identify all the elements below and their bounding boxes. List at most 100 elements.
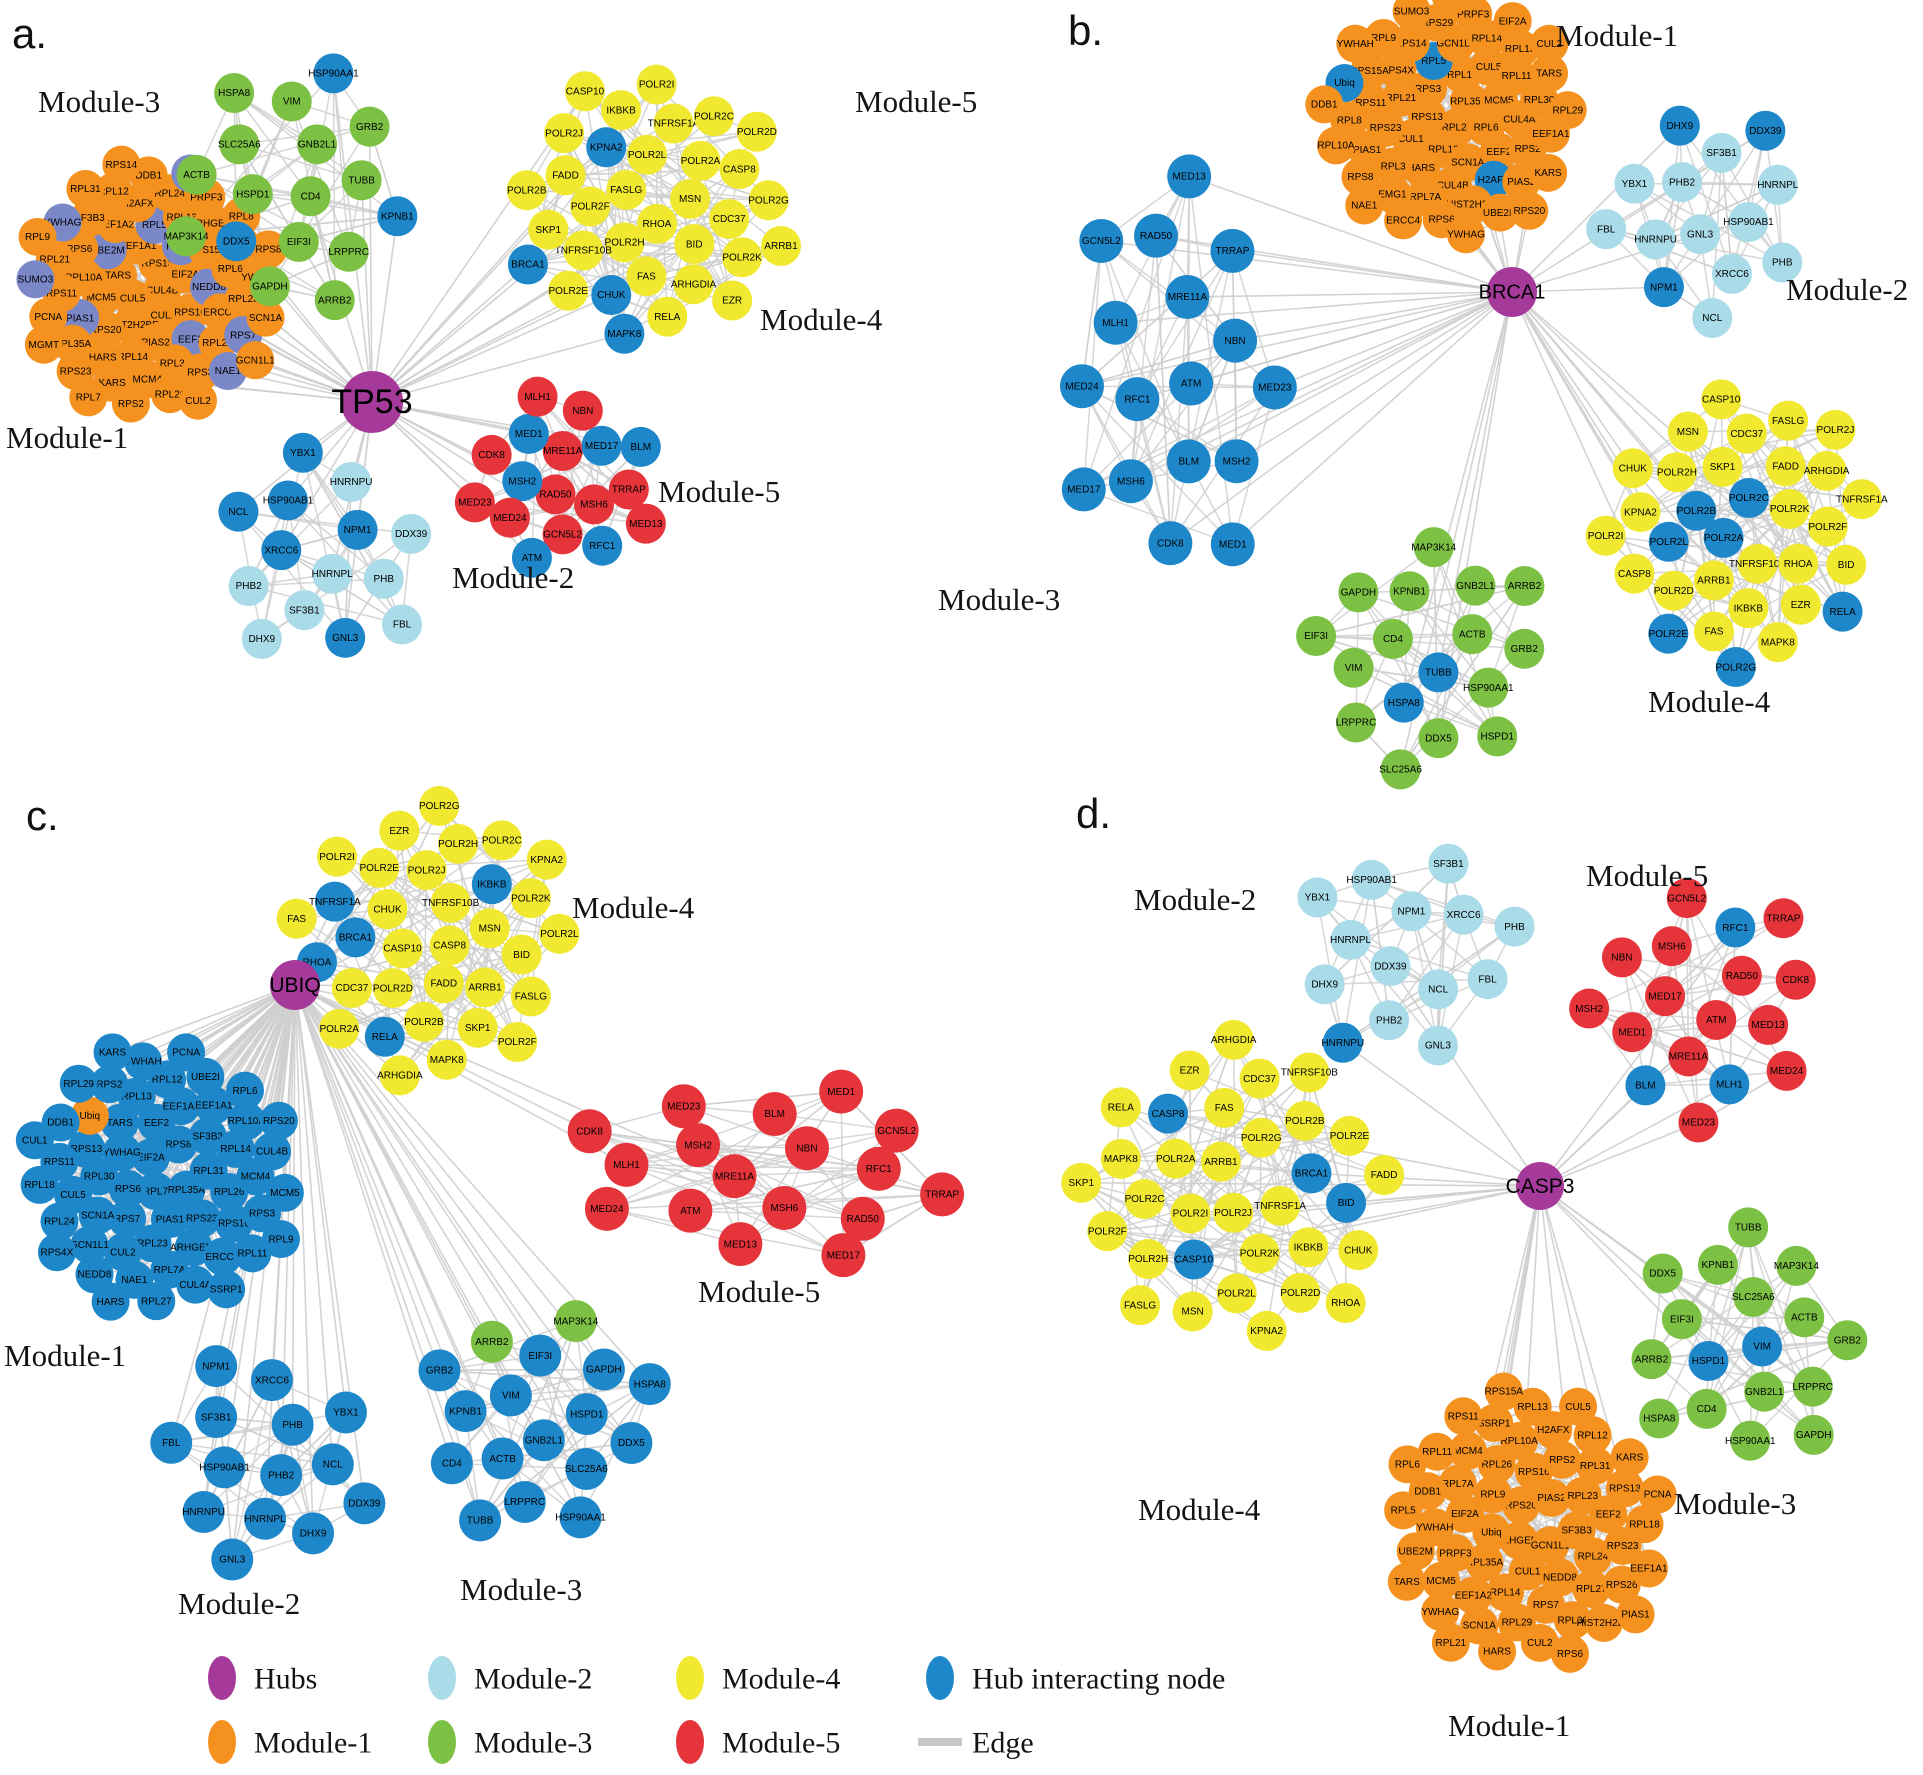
node-KPNB1[interactable]: KPNB1	[444, 1390, 487, 1433]
node-HARS[interactable]: HARS	[1478, 1632, 1517, 1671]
node-POLR2D[interactable]: POLR2D	[373, 968, 413, 1009]
node-POLR2C[interactable]: POLR2C	[1125, 1178, 1165, 1219]
node-IKBKB[interactable]: IKBKB	[471, 864, 512, 905]
node-FADD[interactable]: FADD	[545, 155, 586, 196]
node-BRCA1[interactable]: BRCA1	[507, 244, 548, 285]
node-DDX39[interactable]: DDX39	[1745, 110, 1786, 151]
node-CUL1[interactable]: CUL1	[15, 1121, 54, 1160]
node-ARRB2[interactable]: ARRB2	[1504, 566, 1545, 607]
node-RAD50[interactable]: RAD50	[1133, 213, 1178, 258]
node-RPS20[interactable]: RPS20	[1510, 191, 1549, 230]
node-IKBKB[interactable]: IKBKB	[601, 90, 642, 131]
node-NCL[interactable]: NCL	[1692, 298, 1733, 339]
node-CD4[interactable]: CD4	[290, 176, 331, 217]
node-MED23[interactable]: MED23	[454, 482, 495, 523]
node-MSN[interactable]: MSN	[1667, 411, 1708, 452]
node-CUL2[interactable]: CUL2	[179, 381, 218, 420]
node-POLR2C[interactable]: POLR2C	[482, 820, 522, 861]
node-BID[interactable]: BID	[501, 934, 542, 975]
node-EEF1A1[interactable]: EEF1A1	[1629, 1549, 1668, 1588]
node-MCM5[interactable]: MCM5	[265, 1173, 304, 1212]
node-TRRAP[interactable]: TRRAP	[608, 469, 649, 510]
node-ACTB[interactable]: ACTB	[481, 1437, 524, 1480]
node-POLR2D[interactable]: POLR2D	[1280, 1272, 1320, 1313]
node-GNB2L1[interactable]: GNB2L1	[522, 1419, 565, 1462]
node-BLM[interactable]: BLM	[752, 1092, 797, 1137]
node-POLR2B[interactable]: POLR2B	[1676, 490, 1716, 531]
node-YBX1[interactable]: YBX1	[1614, 163, 1655, 204]
node-FBL[interactable]: FBL	[382, 604, 423, 645]
node-KPNB1[interactable]: KPNB1	[1697, 1244, 1738, 1285]
node-NCL[interactable]: NCL	[1418, 969, 1459, 1010]
node-IKBKB[interactable]: IKBKB	[1728, 588, 1769, 629]
node-POLR2L[interactable]: POLR2L	[627, 134, 668, 175]
node-VIM[interactable]: VIM	[1742, 1326, 1783, 1367]
node-MSN[interactable]: MSN	[469, 908, 510, 949]
node-KPNA2[interactable]: KPNA2	[1246, 1310, 1287, 1351]
node-NBN[interactable]: NBN	[1213, 318, 1258, 363]
node-BID[interactable]: BID	[674, 224, 715, 265]
node-HSPD1[interactable]: HSPD1	[1477, 716, 1518, 757]
node-FASLG[interactable]: FASLG	[510, 976, 551, 1017]
node-CHUK[interactable]: CHUK	[367, 889, 408, 930]
node-SF3B1[interactable]: SF3B1	[1701, 132, 1742, 173]
node-SF3B1[interactable]: SF3B1	[195, 1396, 238, 1439]
node-GNL3[interactable]: GNL3	[1417, 1025, 1458, 1066]
node-CDK8[interactable]: CDK8	[1148, 521, 1193, 566]
node-CHUK[interactable]: CHUK	[1612, 448, 1653, 489]
node-SKP1[interactable]: SKP1	[1061, 1162, 1102, 1203]
node-POLR2C[interactable]: POLR2C	[694, 96, 734, 137]
node-POLR2D[interactable]: POLR2D	[737, 111, 777, 152]
node-GCN5L2[interactable]: GCN5L2	[874, 1108, 919, 1153]
node-BID[interactable]: BID	[1326, 1182, 1367, 1223]
node-CD4[interactable]: CD4	[1372, 618, 1413, 659]
node-DDB1[interactable]: DDB1	[1305, 85, 1344, 124]
node-POLR2H[interactable]: POLR2H	[1657, 452, 1697, 493]
node-CASP10[interactable]: CASP10	[382, 928, 423, 969]
node-EZR[interactable]: EZR	[1780, 584, 1821, 625]
node-RFC1[interactable]: RFC1	[582, 525, 623, 566]
node-EIF3I[interactable]: EIF3I	[1661, 1299, 1702, 1340]
node-RPL9[interactable]: RPL9	[18, 217, 57, 256]
node-POLR2F[interactable]: POLR2F	[1087, 1211, 1128, 1252]
node-TRRAP[interactable]: TRRAP	[1210, 228, 1255, 273]
node-CASP10[interactable]: CASP10	[1701, 379, 1742, 420]
node-POLR2D[interactable]: POLR2D	[1654, 570, 1694, 611]
node-POLR2L[interactable]: POLR2L	[1648, 521, 1689, 562]
node-MED23[interactable]: MED23	[661, 1084, 706, 1129]
node-HSPD1[interactable]: HSPD1	[232, 174, 273, 215]
node-TUBB[interactable]: TUBB	[1728, 1207, 1769, 1248]
node-MED13[interactable]: MED13	[1748, 1004, 1789, 1045]
node-MLH1[interactable]: MLH1	[1709, 1064, 1750, 1105]
node-GNB2L1[interactable]: GNB2L1	[1455, 565, 1496, 606]
node-POLR2C[interactable]: POLR2C	[1729, 477, 1769, 518]
node-HSPA8[interactable]: HSPA8	[1639, 1398, 1680, 1439]
node-HSPA8[interactable]: HSPA8	[628, 1363, 671, 1406]
node-TRRAP[interactable]: TRRAP	[1763, 898, 1804, 939]
node-RFC1[interactable]: RFC1	[1715, 907, 1756, 948]
node-BLM[interactable]: BLM	[1166, 439, 1211, 484]
node-MLH1[interactable]: MLH1	[517, 376, 558, 417]
node-CUL5[interactable]: CUL5	[1559, 1387, 1598, 1426]
node-ARRB1[interactable]: ARRB1	[465, 967, 506, 1008]
node-XRCC6[interactable]: XRCC6	[1443, 894, 1484, 935]
node-POLR2A[interactable]: POLR2A	[680, 140, 721, 181]
node-ERCC4[interactable]: ERCC4	[1384, 201, 1423, 240]
node-GRB2[interactable]: GRB2	[418, 1349, 461, 1392]
node-RFC1[interactable]: RFC1	[1115, 377, 1160, 422]
node-HNRNPU[interactable]: HNRNPU	[182, 1491, 225, 1534]
node-TRRAP[interactable]: TRRAP	[920, 1172, 965, 1217]
node-GRB2[interactable]: GRB2	[349, 106, 390, 147]
node-MAPK8[interactable]: MAPK8	[1757, 622, 1798, 663]
node-HARS[interactable]: HARS	[91, 1282, 130, 1321]
node-NBN[interactable]: NBN	[562, 390, 603, 431]
node-RHOA[interactable]: RHOA	[1778, 543, 1819, 584]
node-XRCC6[interactable]: XRCC6	[261, 530, 302, 571]
node-EIF3I[interactable]: EIF3I	[1296, 616, 1337, 657]
node-MSH2[interactable]: MSH2	[502, 461, 543, 502]
node-MED17[interactable]: MED17	[581, 425, 622, 466]
node-DDX5[interactable]: DDX5	[610, 1421, 653, 1464]
node-CASP8[interactable]: CASP8	[429, 925, 470, 966]
node-KARS[interactable]: KARS	[1610, 1438, 1649, 1477]
node-DDX5[interactable]: DDX5	[1642, 1253, 1683, 1294]
